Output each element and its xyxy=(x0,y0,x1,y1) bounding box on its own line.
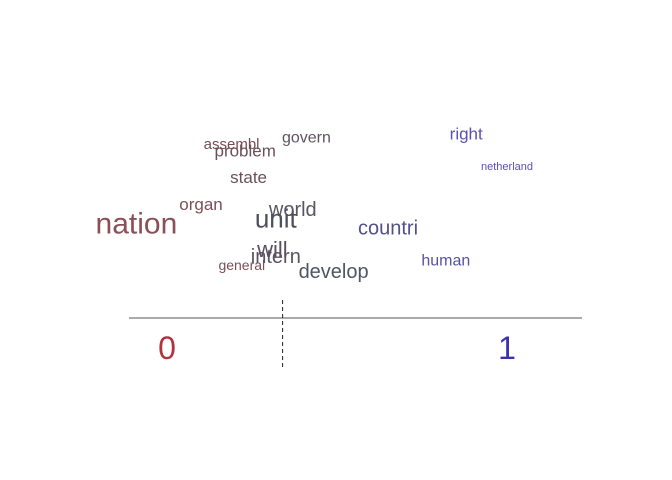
word-label-intern: intern xyxy=(251,246,301,268)
word-label-will: will xyxy=(256,237,288,262)
axis-end-labels: 0(Topic 10)1(Topic 10) xyxy=(97,330,578,403)
axis-end-topic-1: (Topic 10) xyxy=(437,367,578,403)
word-label-problem: problem xyxy=(214,141,275,160)
word-label-assembl: assembl xyxy=(204,136,260,153)
word-label-general: general xyxy=(218,257,265,273)
word-label-netherland: netherland xyxy=(481,161,533,173)
word-label-countri: countri xyxy=(358,217,418,239)
word-label-state: state xyxy=(230,168,267,187)
word-label-right: right xyxy=(450,125,483,144)
axis-end-number-1: 1 xyxy=(498,330,516,366)
word-label-human: human xyxy=(421,252,470,269)
axis-end-number-0: 0 xyxy=(158,330,176,366)
word-label-world: world xyxy=(268,199,317,221)
word-label-nation: nation xyxy=(96,208,178,241)
word-label-govern: govern xyxy=(282,130,331,147)
word-label-develop: develop xyxy=(299,261,369,283)
word-label-unit: unit xyxy=(255,204,298,234)
axis-end-topic-0: (Topic 10) xyxy=(97,367,238,403)
word-label-organ: organ xyxy=(179,195,222,214)
